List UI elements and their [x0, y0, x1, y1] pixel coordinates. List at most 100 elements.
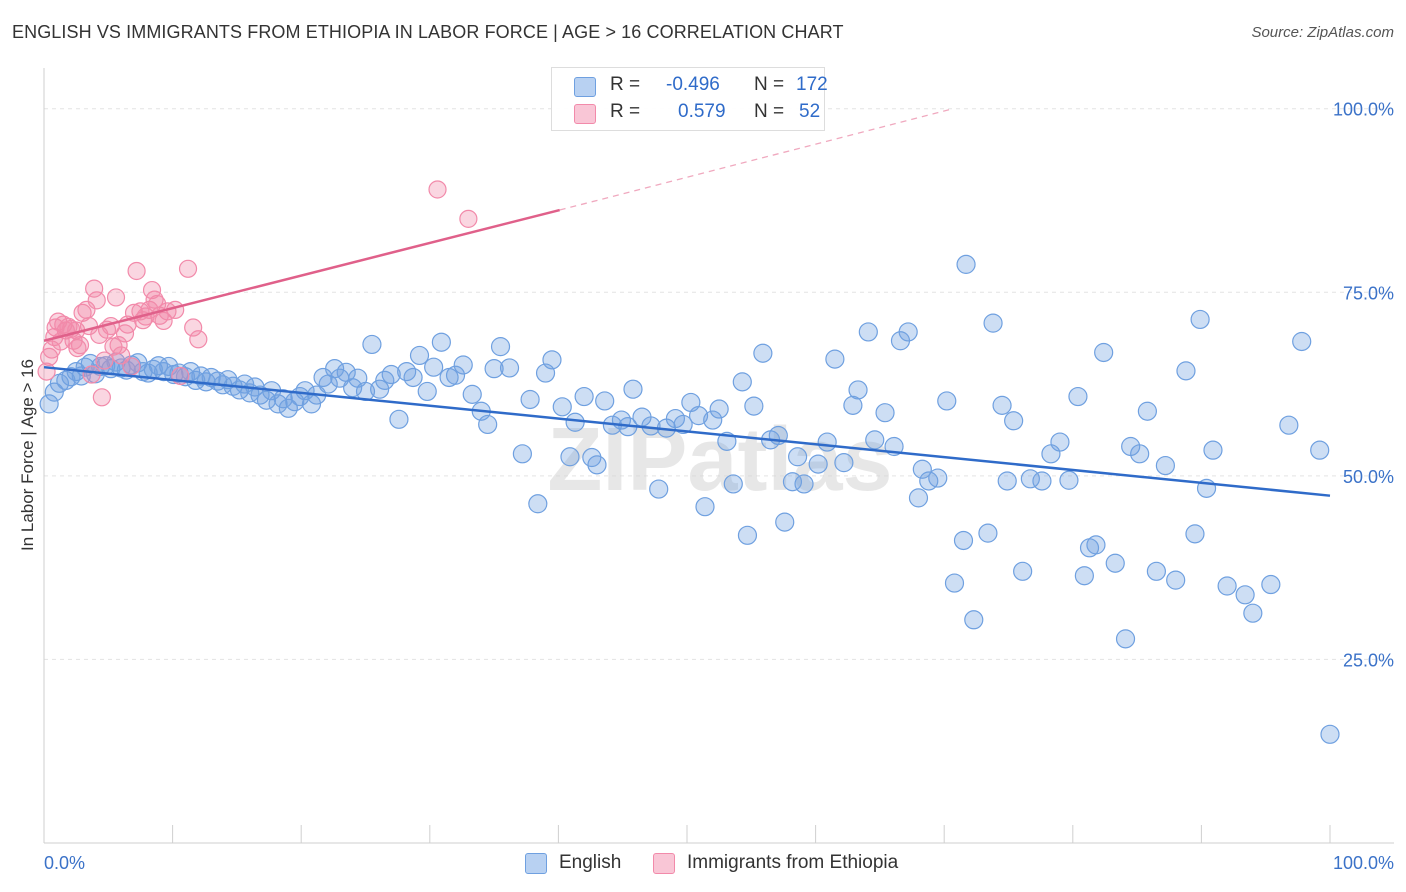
english-point-144 [1013, 561, 1033, 581]
english-point-100 [673, 414, 693, 435]
english-point-4 [61, 367, 81, 387]
english-point-66 [409, 345, 430, 366]
legend-ethiopia-n-value: 52 [799, 101, 821, 122]
english-point-69 [431, 332, 451, 352]
english-point-117 [794, 474, 814, 494]
english-point-71 [445, 365, 466, 385]
english-point-139 [978, 523, 998, 543]
ethiopia-point-22 [92, 388, 111, 407]
ethiopia-point-27 [106, 288, 126, 307]
english-point-72 [453, 355, 473, 375]
y-axis-label: In Labor Force | Age > 16 [18, 359, 37, 551]
english-point-142 [997, 471, 1017, 491]
english-point-111 [753, 343, 773, 363]
english-point-126 [875, 403, 895, 423]
ethiopia-point-14 [70, 336, 90, 355]
english-point-121 [834, 453, 854, 473]
ethiopia-point-51 [459, 209, 478, 228]
english-point-90 [595, 391, 615, 411]
english-point-44 [273, 389, 293, 409]
correlation-legend: R = -0.496 N = 172 R = 0.579 N = 52 [551, 67, 828, 131]
x-tick-label-max: 100.0% [1333, 853, 1394, 873]
ethiopia-legend-swatch [653, 853, 675, 874]
source-credit: Source: ZipAtlas.com [1251, 24, 1394, 41]
english-point-136 [953, 530, 974, 551]
english-point-133 [928, 468, 948, 488]
ethiopia-trend-extension [559, 108, 954, 211]
english-point-149 [1059, 470, 1079, 490]
english-point-163 [1176, 361, 1196, 381]
english-point-120 [825, 349, 845, 369]
english-point-141 [992, 395, 1012, 415]
english-point-75 [478, 414, 498, 435]
y-tick-label-25: 25.0% [1343, 650, 1394, 670]
english-point-165 [1190, 309, 1210, 330]
english-point-83 [542, 350, 562, 370]
english-point-161 [1155, 455, 1175, 476]
english-points [39, 254, 1340, 744]
legend-ethiopia-n-label: N = [754, 101, 785, 122]
ethiopia-point-0 [37, 362, 56, 381]
english-point-125 [865, 430, 885, 450]
english-point-115 [782, 472, 803, 492]
english-point-107 [723, 474, 743, 494]
english-point-89 [587, 455, 607, 475]
ethiopia-point-20 [87, 291, 106, 310]
english-point-119 [817, 432, 837, 452]
english-point-150 [1068, 386, 1088, 407]
english-legend-label: English [559, 852, 622, 873]
y-tick-label-100: 100.0% [1333, 100, 1394, 120]
english-point-140 [983, 313, 1003, 333]
english-point-84 [552, 397, 572, 417]
ethiopia-point-49 [189, 330, 208, 349]
english-point-130 [908, 488, 929, 508]
english-point-143 [1004, 411, 1024, 431]
ethiopia-point-18 [82, 365, 101, 384]
english-point-68 [424, 357, 444, 377]
english-point-85 [560, 447, 580, 467]
english-point-103 [695, 497, 715, 517]
ethiopia-point-1 [40, 347, 59, 367]
english-point-41 [256, 390, 277, 410]
english-point-11 [96, 356, 116, 376]
english-point-73 [462, 384, 482, 404]
english-point-158 [1130, 444, 1150, 464]
english-point-63 [389, 409, 409, 429]
english-point-94 [623, 379, 643, 399]
english-point-137 [956, 254, 976, 274]
english-point-62 [381, 364, 401, 385]
english-point-160 [1146, 561, 1166, 581]
english-point-148 [1050, 432, 1070, 452]
ethiopia-legend-label: Immigrants from Ethiopia [687, 852, 899, 873]
legend-english-n-value: 172 [796, 74, 828, 95]
english-point-53 [325, 359, 345, 379]
english-point-104 [703, 410, 723, 430]
ethiopia-point-47 [178, 259, 198, 278]
english-point-114 [775, 512, 795, 532]
english-point-167 [1203, 440, 1223, 460]
ethiopia-point-23 [95, 351, 114, 370]
english-point-116 [787, 447, 808, 467]
english-point-40 [250, 385, 270, 405]
english-point-145 [1020, 469, 1040, 489]
english-point-77 [490, 337, 511, 357]
english-point-110 [744, 396, 764, 416]
ethiopia-swatch [574, 104, 596, 124]
ethiopia-trend-line [43, 208, 560, 342]
english-point-159 [1137, 401, 1157, 421]
english-point-67 [417, 381, 437, 402]
english-point-99 [665, 408, 686, 429]
english-point-164 [1185, 524, 1205, 544]
english-swatch [574, 77, 596, 97]
english-trend-line [43, 365, 1331, 497]
english-point-171 [1261, 574, 1281, 595]
english-point-31 [201, 367, 221, 388]
english-point-173 [1292, 331, 1312, 352]
legend-ethiopia-r-label: R = [610, 101, 641, 122]
chart-title: ENGLISH VS IMMIGRANTS FROM ETHIOPIA IN L… [12, 22, 844, 42]
ethiopia-point-43 [154, 311, 173, 331]
english-point-76 [484, 359, 504, 379]
english-point-43 [268, 394, 288, 414]
english-point-172 [1279, 415, 1299, 435]
